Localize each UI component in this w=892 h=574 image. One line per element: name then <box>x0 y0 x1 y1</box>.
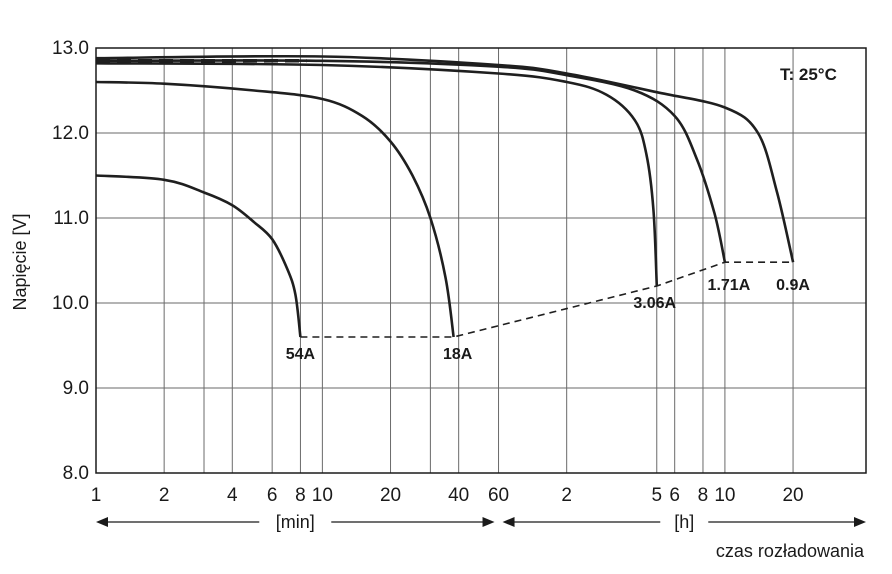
x-tick-label: 4 <box>227 485 238 506</box>
series-label: 54A <box>286 346 316 363</box>
arrow-head-right <box>482 517 495 527</box>
series-label: 3.06A <box>633 295 676 312</box>
chart-grid <box>95 47 866 474</box>
y-tick-label: 13.0 <box>52 38 89 59</box>
x-tick-label: 2 <box>159 485 170 506</box>
x-tick-label: 60 <box>488 485 509 506</box>
x-tick-label: 6 <box>669 485 680 506</box>
series-curve <box>95 174 302 338</box>
series-curve <box>95 80 455 338</box>
arrow-head-left <box>502 517 515 527</box>
x-tick-label: 20 <box>380 485 401 506</box>
series-label: 0.9A <box>776 277 810 294</box>
chart-unit-arrows: [min] [h] <box>96 512 866 532</box>
unit-label: [h] <box>674 512 694 532</box>
plot-border <box>95 47 867 474</box>
x-axis-label: czas rozładowania <box>716 541 865 561</box>
y-tick-label: 10.0 <box>52 293 89 314</box>
y-tick-label: 8.0 <box>63 463 89 484</box>
arrow-head-left <box>96 517 108 527</box>
x-tick-label: 8 <box>698 485 709 506</box>
x-tick-label: 20 <box>782 485 803 506</box>
chart-series-labels: 54A 18A 3.06A 1.71A 0.9A <box>286 277 811 363</box>
series-label: 18A <box>443 346 473 363</box>
temperature-annotation: T: 25°C <box>780 65 837 84</box>
x-tick-label: 1 <box>91 485 102 506</box>
x-tick-label: 6 <box>267 485 278 506</box>
y-tick-label: 9.0 <box>63 378 89 399</box>
chart-tick-labels: 8.09.010.011.012.013.01 2 4 6 8 10 20 40 60 2 5 6 8 1… <box>52 38 804 506</box>
series-curve <box>95 62 659 287</box>
y-tick-label: 11.0 <box>53 208 89 229</box>
x-tick-label: 5 <box>651 485 662 506</box>
series-curve <box>95 54 795 263</box>
x-tick-label: 2 <box>561 485 572 506</box>
y-axis-label: Napięcie [V] <box>10 213 30 310</box>
series-curve <box>95 59 727 263</box>
unit-label: [min] <box>276 512 315 532</box>
end-voltage-line <box>300 261 794 338</box>
x-tick-label: 10 <box>714 485 735 506</box>
x-tick-label: 40 <box>448 485 469 506</box>
chart-series <box>95 54 795 338</box>
y-tick-label: 12.0 <box>52 123 89 144</box>
arrow-head-right <box>854 517 866 527</box>
x-tick-label: 8 <box>295 485 306 506</box>
chart-frame <box>95 47 867 474</box>
series-label: 1.71A <box>708 277 751 294</box>
x-tick-label: 10 <box>312 485 333 506</box>
